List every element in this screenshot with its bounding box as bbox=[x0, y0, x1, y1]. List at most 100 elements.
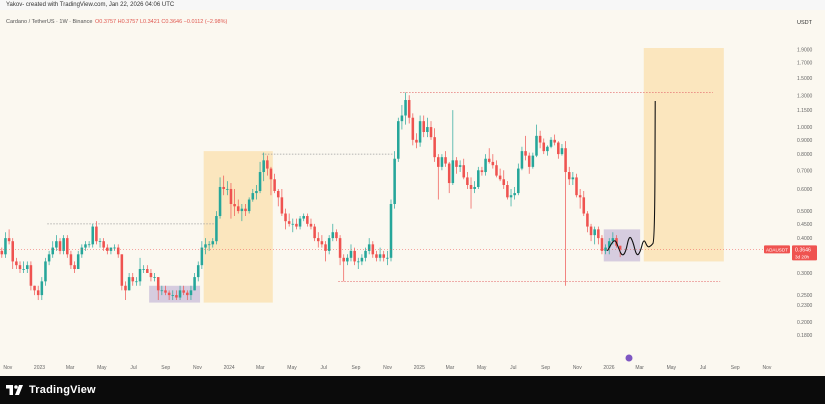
candle-body bbox=[433, 137, 436, 158]
candle-body bbox=[18, 265, 22, 270]
time-tick-label: Jul bbox=[321, 365, 327, 371]
footer-bar: TradingView bbox=[0, 376, 825, 404]
time-tick-label: Jul bbox=[700, 365, 706, 371]
candle-body bbox=[560, 148, 564, 155]
extra-layer bbox=[625, 354, 633, 362]
candle-body bbox=[418, 121, 422, 143]
candle-body bbox=[284, 213, 287, 222]
candle-body bbox=[244, 208, 247, 212]
price-tick-label: 0.2300 bbox=[797, 303, 813, 309]
candle-body bbox=[218, 186, 222, 217]
time-tick-label: Mar bbox=[256, 365, 265, 371]
candle-body bbox=[382, 254, 385, 258]
candle-body bbox=[549, 139, 553, 147]
candle-body bbox=[58, 241, 62, 251]
candle-body bbox=[480, 170, 484, 173]
candle-body bbox=[502, 179, 506, 185]
time-tick-label: Sep bbox=[541, 365, 550, 371]
candle-body bbox=[55, 241, 58, 248]
candle-body bbox=[138, 269, 142, 282]
tradingview-logo[interactable]: TradingView bbox=[6, 384, 96, 396]
legend-symbol: Cardano / TetherUS · 1W · Binance bbox=[6, 19, 92, 25]
candle-body bbox=[531, 155, 535, 167]
candle-body bbox=[211, 241, 215, 245]
candle-body bbox=[509, 195, 513, 198]
candle-body bbox=[360, 257, 364, 262]
candle-body bbox=[120, 254, 124, 286]
candle-body bbox=[397, 121, 400, 159]
candle-body bbox=[262, 160, 265, 173]
candle-body bbox=[597, 229, 600, 239]
candle-body bbox=[313, 226, 316, 239]
time-tick-label: 2023 bbox=[34, 365, 45, 371]
time-tick-label: Mar bbox=[446, 365, 455, 371]
candle-body bbox=[320, 241, 324, 245]
candle-body bbox=[353, 250, 356, 262]
candle-body bbox=[51, 247, 55, 255]
candle-body bbox=[156, 277, 160, 291]
candle-body bbox=[338, 238, 342, 258]
candle-body bbox=[407, 100, 411, 118]
candle-body bbox=[226, 188, 229, 190]
price-tick-label: 0.8000 bbox=[797, 152, 813, 158]
legend-ohlc: O0.3757 H0.3757 L0.3421 C0.3646 −0.0112 … bbox=[95, 19, 227, 25]
candle-body bbox=[240, 208, 244, 212]
candle-body bbox=[520, 151, 524, 169]
price-tick-label: 0.5000 bbox=[797, 209, 813, 215]
candle-body bbox=[611, 238, 615, 242]
candle-body bbox=[84, 244, 87, 248]
price-tag-bg bbox=[792, 245, 817, 261]
chart-area[interactable]: USDT 1.9000 1.7000 1.5000 1.3000 1.1500 1.0000… bbox=[0, 10, 825, 376]
candle-body bbox=[236, 206, 240, 212]
candle-body bbox=[386, 257, 389, 259]
candle-body bbox=[298, 218, 302, 227]
candle-body bbox=[586, 213, 589, 227]
candle-body bbox=[26, 265, 29, 270]
candle-body bbox=[600, 238, 604, 251]
price-axis-bg bbox=[783, 10, 825, 376]
candle-body bbox=[196, 265, 200, 278]
candle-body bbox=[200, 247, 204, 266]
price-tick-label: 0.2500 bbox=[797, 293, 813, 299]
candle-body bbox=[455, 160, 458, 167]
candle-body bbox=[40, 281, 44, 296]
price-tick-label: 0.6000 bbox=[797, 187, 813, 193]
candle-body bbox=[444, 157, 447, 164]
time-tick-label: May bbox=[667, 365, 677, 371]
time-tick-label: Nov bbox=[3, 365, 12, 371]
price-axis: USDT 1.9000 1.7000 1.5000 1.3000 1.1500 1.0000… bbox=[0, 10, 825, 376]
candle-body bbox=[4, 238, 7, 255]
candle-body bbox=[255, 191, 258, 194]
time-tick-label: Sep bbox=[351, 365, 360, 371]
candle-body bbox=[498, 175, 502, 180]
candle-body bbox=[193, 277, 196, 291]
candle-body bbox=[346, 257, 349, 262]
candle-body bbox=[535, 135, 538, 156]
time-tick-label: Jul bbox=[130, 365, 136, 371]
candle-body bbox=[251, 193, 255, 200]
projection-path bbox=[606, 100, 656, 256]
candle-body bbox=[578, 195, 582, 198]
candle-body bbox=[404, 100, 407, 116]
candle-body bbox=[466, 177, 469, 185]
candle-body bbox=[495, 165, 498, 176]
candle-body bbox=[491, 161, 495, 166]
candle-body bbox=[171, 295, 175, 296]
price-chart[interactable]: USDT 1.9000 1.7000 1.5000 1.3000 1.1500 1.0000… bbox=[0, 10, 825, 376]
candle-body bbox=[29, 265, 33, 286]
time-tick-label: 2026 bbox=[603, 365, 614, 371]
time-tick-label: Sep bbox=[731, 365, 740, 371]
candle-body bbox=[98, 241, 102, 242]
tradingview-brand: TradingView bbox=[29, 384, 96, 396]
candle-body bbox=[553, 139, 556, 143]
currency-label: USDT bbox=[797, 20, 813, 26]
candle-body bbox=[302, 216, 305, 219]
candle-body bbox=[66, 238, 69, 255]
candle-body bbox=[287, 221, 291, 224]
candle-body bbox=[153, 277, 156, 278]
candle-body bbox=[426, 127, 429, 133]
candle-body bbox=[91, 226, 95, 245]
candle-body bbox=[567, 172, 571, 180]
candle-body bbox=[233, 204, 236, 207]
